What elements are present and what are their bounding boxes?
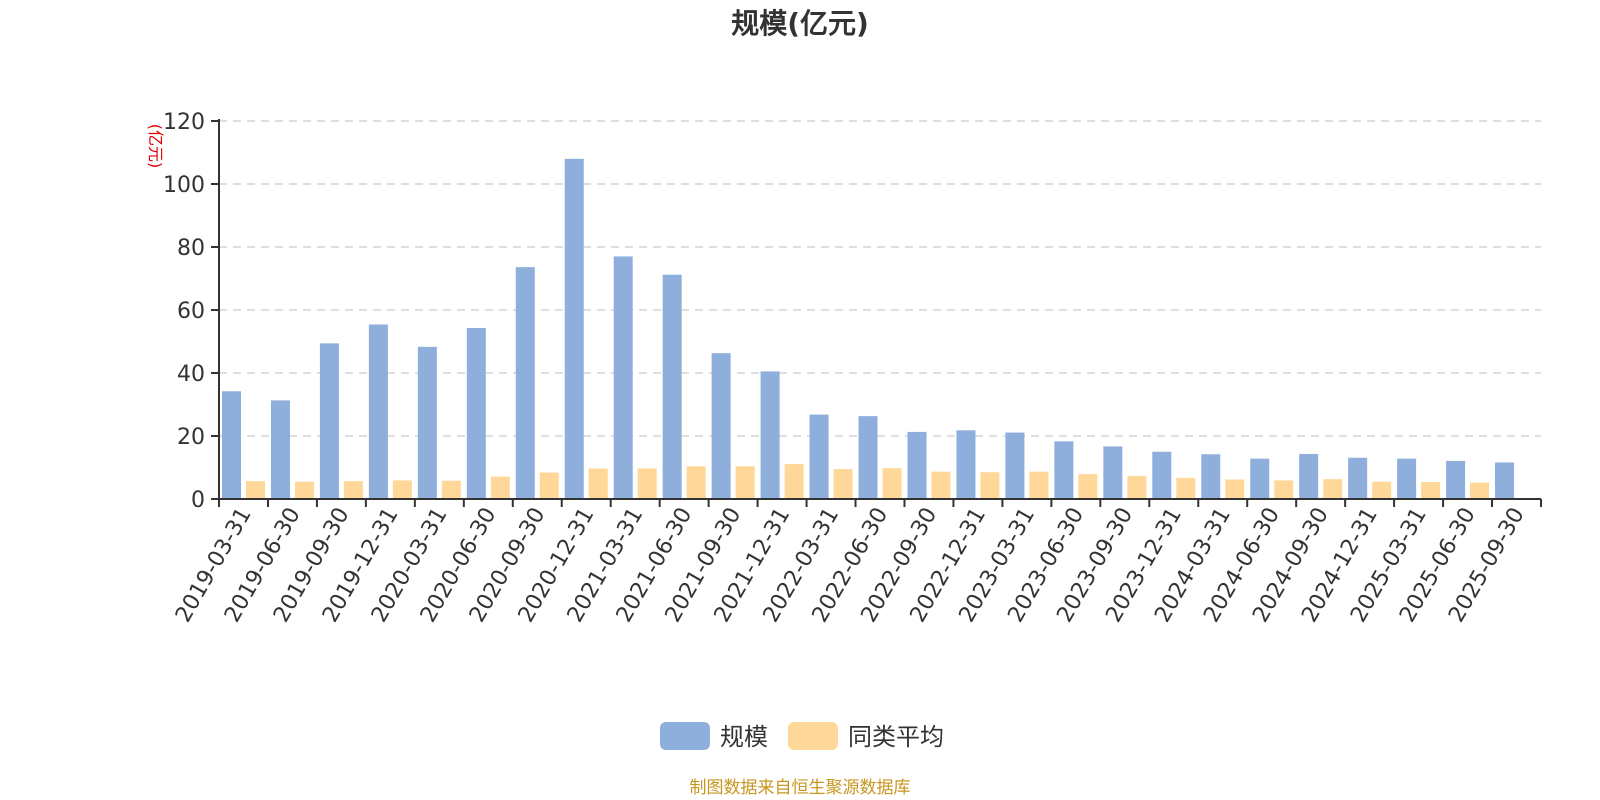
bar-peer-average	[735, 466, 755, 499]
bar-scale	[711, 353, 731, 499]
y-tick-label: 0	[191, 488, 205, 513]
bar-peer-average	[1323, 479, 1343, 499]
bar-peer-average	[882, 468, 902, 499]
bar-scale	[564, 158, 584, 500]
bar-scale	[858, 416, 878, 499]
bar-peer-average	[1372, 481, 1392, 499]
bar-peer-average	[784, 464, 804, 499]
bar-peer-average	[637, 468, 657, 499]
bar-peer-average	[1225, 479, 1245, 499]
bar-peer-average	[441, 480, 461, 499]
bar-scale	[417, 346, 437, 499]
bar-scale	[1446, 460, 1466, 499]
y-axis-unit: (亿元)	[146, 124, 165, 169]
bar-scale	[760, 371, 780, 499]
y-tick-label: 100	[163, 173, 205, 198]
bar-scale	[1054, 441, 1074, 499]
legend-label: 同类平均	[848, 723, 944, 751]
bar-peer-average	[246, 481, 265, 499]
y-tick-label: 20	[177, 425, 205, 450]
bar-peer-average	[833, 469, 853, 499]
bar-peer-average	[1470, 482, 1490, 499]
bar-scale	[515, 267, 535, 499]
bar-scale	[613, 256, 633, 499]
bar-peer-average	[588, 468, 608, 499]
bar-scale	[368, 324, 388, 499]
legend-swatch	[788, 722, 838, 750]
bar-peer-average	[343, 481, 363, 499]
bar-peer-average	[392, 480, 412, 499]
bar-peer-average	[1029, 471, 1049, 499]
bar-scale	[1299, 453, 1319, 499]
y-tick-label: 80	[177, 236, 205, 261]
bar-peer-average	[980, 472, 1000, 499]
source-note: 制图数据来自恒生聚源数据库	[690, 778, 911, 798]
chart-title: 规模(亿元)	[731, 7, 869, 40]
x-tick-labels: 2019-03-312019-06-302019-09-302019-12-31…	[171, 504, 1530, 627]
axes	[211, 119, 1542, 507]
bar-scale	[270, 400, 290, 499]
bar-scale	[466, 327, 486, 499]
bar-peer-average	[1421, 481, 1441, 499]
bar-peer-average	[1274, 480, 1294, 499]
bar-scale	[1250, 458, 1270, 499]
bar-peer-average	[539, 472, 559, 499]
bar-peer-average	[1127, 476, 1147, 499]
bar-scale	[956, 430, 976, 499]
legend-swatch	[660, 722, 710, 750]
bar-scale	[319, 343, 339, 499]
bar-peer-average	[1176, 477, 1196, 499]
y-tick-labels: 0 20 40 60 80 100 120	[163, 110, 205, 513]
bar-scale	[907, 431, 927, 499]
bar-scale	[809, 414, 829, 499]
bars	[222, 158, 1515, 500]
bar-scale	[1103, 446, 1123, 499]
y-tick-label: 40	[177, 362, 205, 387]
bar-peer-average	[294, 481, 314, 499]
bar-scale	[1495, 462, 1515, 499]
bar-peer-average	[1078, 474, 1098, 499]
bar-scale	[1005, 432, 1025, 499]
y-tick-label: 120	[163, 110, 205, 135]
bar-peer-average	[686, 466, 706, 499]
legend: 规模 同类平均	[660, 722, 944, 751]
bar-scale	[1397, 458, 1417, 499]
grid-lines	[219, 120, 1541, 437]
y-tick-label: 60	[177, 299, 205, 324]
legend-label: 规模	[720, 723, 768, 751]
bar-scale	[222, 391, 241, 499]
bar-scale	[662, 274, 682, 499]
bar-peer-average	[931, 471, 951, 499]
bar-peer-average	[490, 476, 510, 499]
bar-scale	[1152, 451, 1172, 499]
bar-scale	[1348, 457, 1368, 499]
bar-scale	[1201, 454, 1221, 499]
